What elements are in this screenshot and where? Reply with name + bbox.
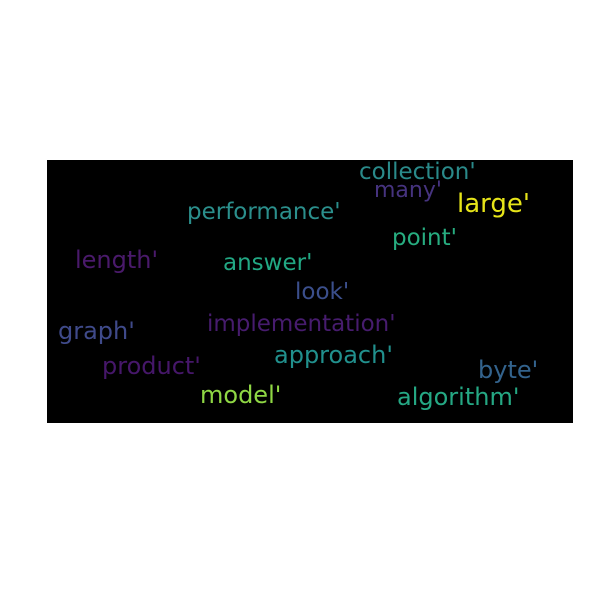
word-look: look' — [295, 279, 350, 305]
word-algorithm: algorithm' — [397, 383, 520, 411]
word-length: length' — [75, 246, 159, 274]
word-implementation: implementation' — [207, 311, 396, 337]
word-byte: byte' — [478, 356, 539, 384]
word-model: model' — [200, 381, 282, 409]
word-large: large' — [457, 189, 531, 219]
word-collection: collection' — [359, 160, 476, 185]
word-performance: performance' — [187, 199, 341, 225]
word-answer: answer' — [223, 250, 313, 276]
word-graph: graph' — [58, 317, 135, 345]
word-point: point' — [392, 225, 457, 251]
word-cloud-canvas: collection' many' large' performance' po… — [47, 160, 573, 423]
word-many: many' — [374, 178, 442, 203]
word-approach: approach' — [274, 341, 393, 369]
word-product: product' — [102, 352, 201, 380]
